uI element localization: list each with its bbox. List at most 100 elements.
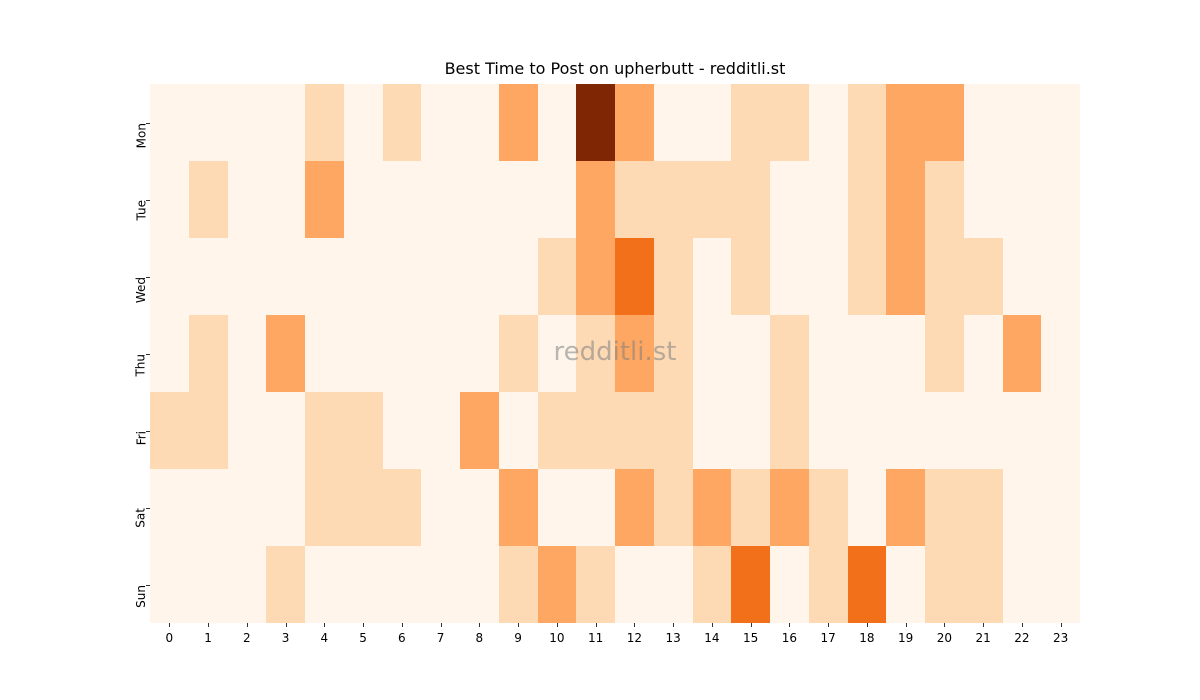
x-tick-mark <box>479 623 481 627</box>
heatmap-cell <box>963 469 1003 546</box>
y-tick-mark <box>146 276 150 278</box>
heatmap-cell <box>847 546 887 623</box>
x-tick-label: 13 <box>665 631 681 645</box>
heatmap-cell <box>847 315 887 392</box>
heatmap-cell <box>847 238 887 315</box>
heatmap-cell <box>150 392 189 469</box>
heatmap-cell <box>537 469 577 546</box>
heatmap-cell <box>808 469 848 546</box>
x-tick-mark <box>401 623 403 627</box>
heatmap-cell <box>886 315 925 392</box>
heatmap-cell <box>963 161 1003 238</box>
heatmap-cell <box>653 546 693 623</box>
x-tick-mark <box>556 623 558 627</box>
heatmap-cell <box>615 161 654 238</box>
heatmap-cell <box>808 392 848 469</box>
x-tick-mark <box>363 623 365 627</box>
heatmap-cell <box>886 161 925 238</box>
y-tick-label: Sat <box>134 507 148 528</box>
x-tick-label: 0 <box>165 631 174 645</box>
x-tick-label: 3 <box>281 631 290 645</box>
y-tick-label: Wed <box>134 276 148 303</box>
heatmap-cell <box>847 392 887 469</box>
heatmap-cell <box>770 469 809 546</box>
heatmap-cell <box>421 238 460 315</box>
heatmap-cell <box>692 469 732 546</box>
heatmap-cell <box>188 546 228 623</box>
heatmap-cell <box>770 315 809 392</box>
heatmap-cell <box>150 315 189 392</box>
heatmap-cell <box>227 161 267 238</box>
heatmap-cell <box>421 315 460 392</box>
heatmap-cell <box>576 469 615 546</box>
x-tick-mark <box>1060 623 1062 627</box>
heatmap-cell <box>150 161 189 238</box>
heatmap-cell <box>847 84 887 161</box>
y-tick-label: Sun <box>134 584 148 608</box>
heatmap-cell <box>963 238 1003 315</box>
x-tick-mark <box>866 623 868 627</box>
heatmap-cell <box>227 84 267 161</box>
heatmap-cell <box>925 546 964 623</box>
heatmap-cell <box>692 238 732 315</box>
heatmap-cell <box>770 238 809 315</box>
heatmap-cell <box>460 84 499 161</box>
heatmap-cell <box>925 238 964 315</box>
heatmap-cell <box>963 392 1003 469</box>
heatmap-cell <box>1002 546 1042 623</box>
heatmap-cell <box>343 469 383 546</box>
heatmap-cell <box>537 315 577 392</box>
heatmap-cell <box>770 84 809 161</box>
x-tick-label: 11 <box>587 631 604 645</box>
heatmap-cell <box>150 238 189 315</box>
heatmap-cell <box>266 392 305 469</box>
x-tick-mark <box>595 623 597 627</box>
heatmap-cell <box>460 315 499 392</box>
heatmap-cell <box>925 161 964 238</box>
heatmap-cell <box>731 315 770 392</box>
heatmap-cell <box>1041 84 1080 161</box>
heatmap-cell <box>266 469 305 546</box>
heatmap-cell <box>266 161 305 238</box>
heatmap-cell <box>1002 315 1042 392</box>
x-tick-label: 7 <box>436 631 445 645</box>
y-axis: Mon Tue Wed Thu Fri Sat Sun <box>0 84 150 623</box>
heatmap-cell <box>692 392 732 469</box>
heatmap-cell <box>1041 161 1080 238</box>
x-axis: 0 1 2 3 4 5 6 7 8 9 10 11 12 13 14 15 16 17 18 19 20 21 22 23 <box>150 623 1080 653</box>
heatmap-cell <box>576 315 615 392</box>
x-tick-mark <box>246 623 248 627</box>
heatmap-cell <box>886 469 925 546</box>
heatmap-cell <box>188 84 228 161</box>
heatmap-cell <box>731 546 770 623</box>
heatmap-cell <box>305 161 344 238</box>
x-tick-label: 17 <box>820 631 836 645</box>
heatmap-cell <box>886 84 925 161</box>
x-tick-label: 4 <box>320 631 329 645</box>
heatmap-cell <box>343 315 383 392</box>
heatmap-cell <box>227 546 267 623</box>
heatmap-cell <box>925 315 964 392</box>
x-tick-label: 9 <box>514 631 522 645</box>
heatmap-cell <box>808 546 848 623</box>
heatmap-cell <box>731 238 770 315</box>
heatmap-cell <box>537 392 577 469</box>
x-tick-label: 14 <box>704 631 720 645</box>
heatmap-cell <box>188 161 228 238</box>
heatmap-cell <box>1041 546 1080 623</box>
y-tick-mark <box>146 430 150 432</box>
heatmap-cell <box>653 161 693 238</box>
x-tick-mark <box>518 623 520 627</box>
heatmap-cell <box>925 84 964 161</box>
x-tick-mark <box>169 623 171 627</box>
heatmap-cell <box>266 315 305 392</box>
heatmap-cell <box>808 84 848 161</box>
heatmap-cell <box>460 161 499 238</box>
x-tick-label: 20 <box>936 631 953 645</box>
heatmap-cell <box>421 161 460 238</box>
x-tick-mark <box>789 623 791 627</box>
heatmap-cell <box>498 546 538 623</box>
heatmap-cell <box>343 161 383 238</box>
heatmap-cell <box>266 546 305 623</box>
heatmap-cell <box>421 546 460 623</box>
